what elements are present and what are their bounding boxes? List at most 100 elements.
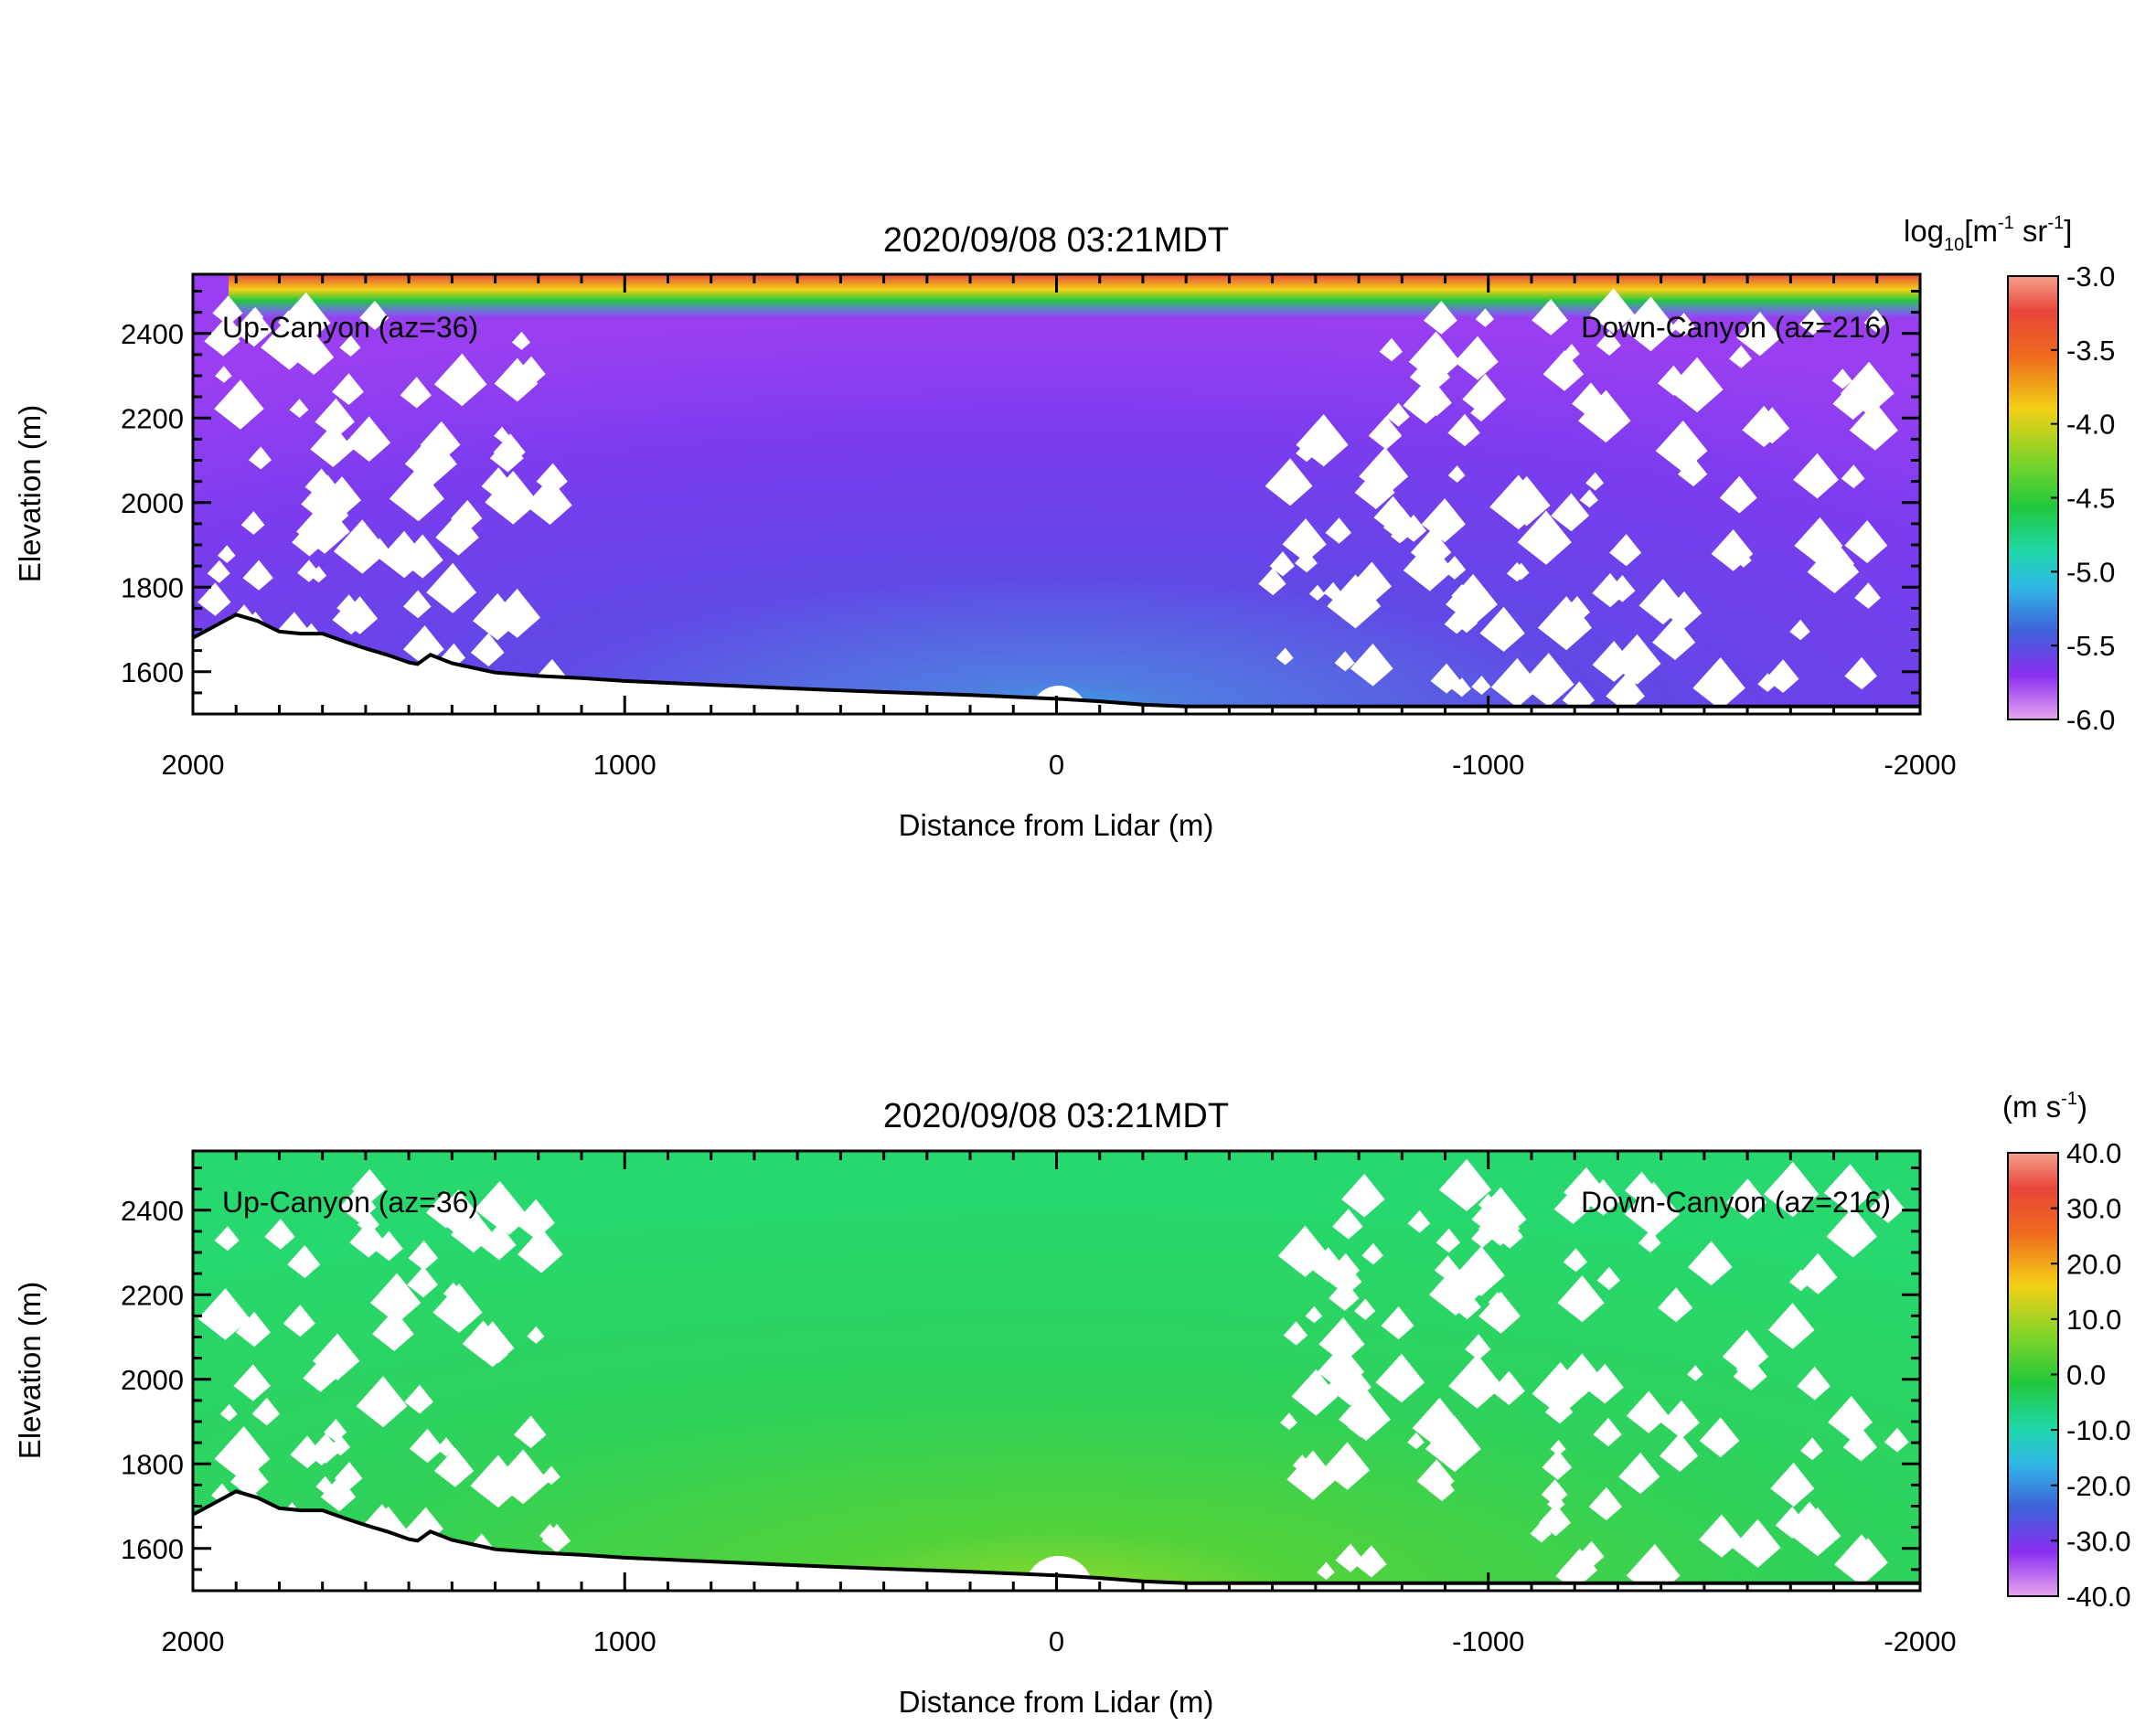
missing-data-patch [1541,1479,1568,1506]
missing-data-patch [527,1326,545,1344]
missing-data-patch [1719,475,1757,514]
missing-data-patch [1553,1188,1590,1224]
missing-data-patch [1732,1518,1781,1568]
missing-data-patch [278,292,331,345]
missing-data-patch [1520,653,1574,708]
missing-data-patch [1584,1179,1621,1216]
missing-data-patch [1668,357,1724,413]
missing-data-patch [485,471,539,525]
missing-data-patch [1797,1366,1830,1401]
colorbar-tick-label: -20.0 [2066,1470,2131,1502]
missing-data-patch [1729,345,1752,368]
missing-data-patch [1517,510,1572,565]
missing-data-patch [1283,1321,1308,1346]
missing-data-patch [425,1190,464,1229]
missing-data-patch [1447,465,1466,483]
missing-data-patch [1726,1178,1767,1220]
missing-data-patch [1308,584,1326,601]
missing-data-patch [1688,1241,1733,1286]
missing-data-patch [287,1245,321,1279]
backscatter-panel: 2020/09/08 03:21MDT 1600 1800 2000 2200 2400… [13,213,2115,842]
missing-data-patch [493,433,526,466]
colorbar-tick-label: -6.0 [2066,704,2115,736]
missing-data-patch [494,357,539,402]
terrain-line [192,613,1920,709]
missing-data-patch [1403,379,1447,424]
missing-data-patch [1341,1173,1385,1218]
x-tick-label: -1000 [1452,1625,1524,1657]
missing-data-patch [339,596,379,634]
missing-data-patch [1572,382,1608,419]
missing-data-patch [207,559,230,583]
missing-data-patch [1652,617,1696,660]
y-tick-label: 1800 [121,571,184,603]
colorbar-gradient [2007,1152,2059,1597]
missing-data-patch [1884,1427,1909,1453]
missing-data-patch [1424,301,1457,335]
missing-data-patch [536,463,568,495]
plot-area [193,274,1920,714]
missing-data-patch [1844,656,1877,690]
missing-data-patch [1849,401,1898,451]
missing-data-patch [1671,314,1692,335]
missing-data-patch [404,1384,433,1414]
colorbar-tick-label: -40.0 [2066,1581,2131,1613]
missing-data-patch [1381,1306,1414,1340]
missing-data-patch [1335,1543,1364,1572]
y-tick-label: 2200 [121,1279,184,1311]
missing-data-patch [1471,1226,1493,1248]
missing-data-patch [1275,647,1294,666]
missing-data-patch [1354,1298,1376,1320]
missing-data-patch [408,1241,439,1271]
y-tick-label: 1600 [121,1533,184,1565]
y-tick-label: 2000 [121,1364,184,1396]
missing-data-patch [333,519,389,574]
x-tick-label: 2000 [162,1625,225,1657]
missing-data-patch [1506,561,1527,582]
missing-data-patch [433,353,487,407]
missing-data-patch [518,1228,563,1273]
missing-data-patch [1354,469,1395,509]
missing-data-patch [1563,1248,1587,1273]
missing-data-patch [1834,1534,1886,1586]
missing-data-patch [1687,1365,1703,1381]
missing-data-patch [248,446,272,470]
missing-data-patch [1475,308,1495,327]
missing-data-patch [1551,493,1590,532]
missing-data-patch [511,331,530,350]
colorbar-tick-label: -5.0 [2066,556,2115,588]
missing-data-patch [1841,464,1865,489]
missing-data-patch [1532,299,1568,336]
missing-data-patch [329,1434,351,1456]
missing-data-patch [1841,361,1895,416]
missing-data-patch [1626,1390,1669,1433]
y-tick-label: 2400 [121,1195,184,1227]
terrain-line [192,1489,1920,1585]
missing-data-patch [1407,1209,1431,1233]
colorbar-tick-label: -3.5 [2066,335,2115,367]
y-axis-ticks: 1600 1800 2000 2200 2400 [121,1167,1920,1593]
missing-data-patch [1446,573,1498,626]
plot-area [193,1151,1920,1591]
y-tick-label: 2400 [121,318,184,350]
missing-data-patch [1557,1275,1605,1323]
missing-data-patch [264,1219,295,1250]
missing-data-patch [1334,651,1355,672]
colorbar-tick-label: 20.0 [2066,1248,2121,1280]
missing-data-patch [1454,609,1478,634]
missing-data-patch [1842,1427,1877,1462]
missing-data-patch [1292,1454,1311,1474]
annotation-down-canyon: Down-Canyon (az=216) [1581,1186,1891,1219]
missing-data-patch [235,1312,271,1348]
missing-data-patch [1621,296,1677,352]
y-axis-ticks: 1600 1800 2000 2200 2400 [121,290,1920,716]
missing-data-patch [1471,676,1491,695]
missing-data-patch [1465,1334,1491,1360]
y-tick-label: 1600 [121,656,184,688]
x-tick-label: 0 [1049,749,1064,781]
colorbar-tick-label: 30.0 [2066,1193,2121,1225]
x-tick-label: -2000 [1884,749,1956,781]
missing-data-patch [1416,1459,1455,1497]
missing-data-patch [1757,673,1777,692]
missing-data-patch [1793,453,1839,499]
